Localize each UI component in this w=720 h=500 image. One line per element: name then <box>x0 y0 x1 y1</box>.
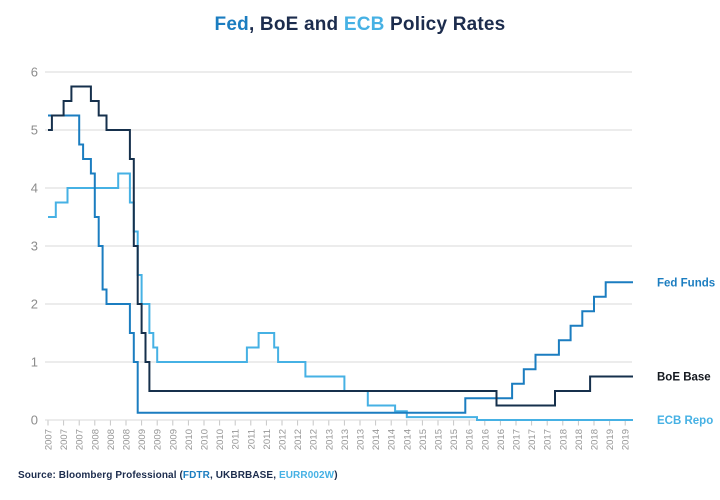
legend-ecb-repo: ECB Repo <box>657 415 713 427</box>
x-tick-label: 2011 <box>262 429 273 449</box>
source-segment-2: , UKBRBASE, <box>209 470 279 481</box>
x-tick-label: 2012 <box>278 429 289 450</box>
x-tick-label: 2011 <box>231 429 242 449</box>
x-tick-label: 2008 <box>106 429 117 450</box>
fed-funds-line <box>48 114 633 414</box>
x-tick-label: 2018 <box>590 429 601 450</box>
series-lines <box>48 85 633 421</box>
x-tick-label: 2018 <box>574 429 585 450</box>
legend-fed-funds: Fed Funds <box>657 277 715 289</box>
x-tick-label: 2017 <box>543 429 554 450</box>
y-axis-labels: 0 1 2 3 4 5 6 <box>31 65 38 428</box>
legend-boe-base: BoE Base <box>657 372 711 384</box>
x-tick-label: 2010 <box>184 429 195 450</box>
source-segment-0: Source: Bloomberg Professional ( <box>18 470 183 481</box>
x-tick-label: 2017 <box>512 429 523 450</box>
x-tick-label: 2013 <box>356 429 367 450</box>
x-tick-label: 2014 <box>387 429 398 450</box>
ecb-repo-line <box>48 172 633 421</box>
title-segment-rates: Policy Rates <box>384 14 506 35</box>
x-tick-label: 2017 <box>527 429 538 450</box>
y-tick-label-4: 4 <box>31 181 38 196</box>
x-tick-label: 2018 <box>558 429 569 450</box>
x-tick-label: 2015 <box>418 429 429 450</box>
chart-title: Fed, BoE and ECB Policy Rates <box>0 14 720 36</box>
y-tick-label-0: 0 <box>31 413 38 428</box>
title-segment-ecb: ECB <box>343 14 385 35</box>
x-tick-label: 2013 <box>324 429 335 450</box>
x-tick-label: 2014 <box>402 429 413 450</box>
x-tick-label: 2019 <box>621 429 632 450</box>
x-tick-label: 2011 <box>246 429 257 449</box>
title-segment-fed: Fed <box>214 14 249 35</box>
x-tick-label: 2009 <box>153 429 164 450</box>
y-tick-label-6: 6 <box>31 65 38 80</box>
x-tick-label: 2007 <box>75 429 86 450</box>
x-tick-label: 2013 <box>340 429 351 450</box>
x-tick-label: 2019 <box>605 429 616 450</box>
x-tick-label: 2016 <box>496 429 507 450</box>
x-tick-label: 2008 <box>90 429 101 450</box>
x-tick-label: 2010 <box>215 429 226 450</box>
x-tick-label: 2009 <box>137 429 148 450</box>
x-tick-label: 2007 <box>59 429 70 450</box>
x-tick-label: 2015 <box>434 429 445 450</box>
y-tick-label-5: 5 <box>31 123 38 138</box>
x-tick-label: 2012 <box>293 429 304 450</box>
x-tick-label: 2016 <box>465 429 476 450</box>
source-line: Source: Bloomberg Professional (FDTR, UK… <box>18 470 338 481</box>
x-tick-label: 2008 <box>122 429 133 450</box>
source-segment-4: ) <box>334 470 338 481</box>
x-axis-labels: 2007 2007 2007 2008 2008 2008 2009 2009 2009 2010… <box>44 429 632 450</box>
x-tick-label: 2007 <box>44 429 55 450</box>
x-tick-label: 2010 <box>200 429 211 450</box>
x-tick-label: 2016 <box>480 429 491 450</box>
x-tick-label: 2009 <box>168 429 179 450</box>
x-tick-label: 2012 <box>309 429 320 450</box>
y-tick-label-3: 3 <box>31 239 38 254</box>
y-tick-label-1: 1 <box>31 355 38 370</box>
boe-base-line <box>48 85 633 407</box>
title-segment-mid: , BoE and <box>248 14 344 35</box>
source-ticker-fdtr: FDTR <box>182 470 210 481</box>
source-ticker-eurr002w: EURR002W <box>278 470 335 481</box>
x-tick-label: 2014 <box>371 429 382 450</box>
y-tick-label-2: 2 <box>31 297 38 312</box>
x-tick-marks <box>47 420 626 426</box>
legend-labels: Fed Funds BoE Base ECB Repo <box>657 277 715 427</box>
x-tick-label: 2015 <box>449 429 460 450</box>
